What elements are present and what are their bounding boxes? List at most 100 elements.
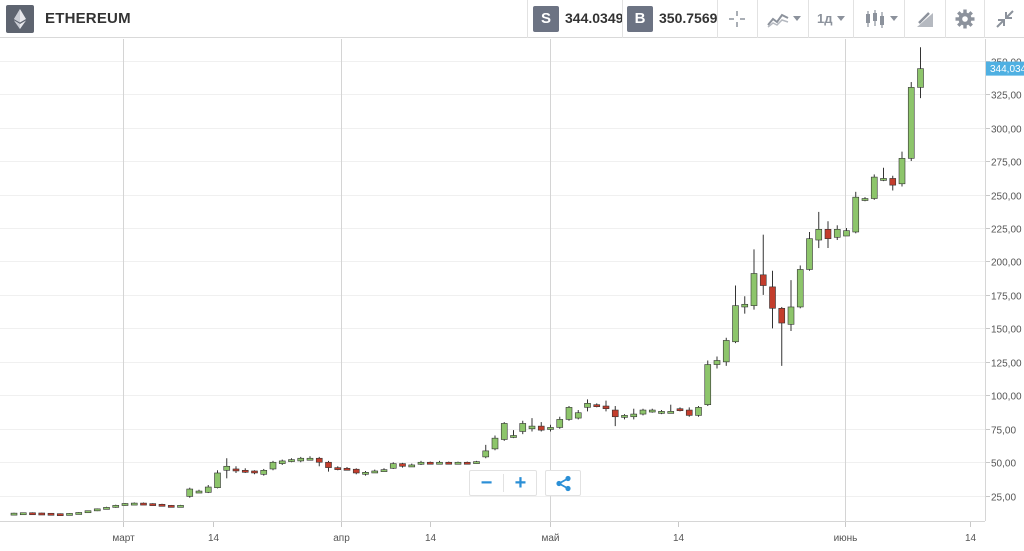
candle-body bbox=[713, 360, 721, 365]
candle-body bbox=[251, 470, 258, 474]
plot-area: 25,00 50,00 75,00 100,00 125,00 150,00 175,00 2… bbox=[0, 39, 1024, 544]
candle bbox=[121, 502, 129, 506]
candle bbox=[510, 430, 517, 439]
divider bbox=[945, 0, 946, 38]
chart-type-button[interactable] bbox=[758, 0, 808, 37]
divider bbox=[757, 0, 758, 38]
candle-body bbox=[371, 470, 379, 474]
candle-body bbox=[491, 437, 499, 450]
candles bbox=[10, 47, 924, 516]
candle-body bbox=[519, 423, 527, 432]
candle bbox=[103, 506, 110, 510]
candle-body bbox=[658, 411, 665, 414]
candle-body bbox=[454, 461, 462, 465]
candle-body bbox=[177, 505, 184, 508]
candle bbox=[648, 408, 656, 413]
candle-body bbox=[306, 457, 314, 461]
candle-body bbox=[639, 409, 647, 415]
buy-price: 350.7569 bbox=[659, 10, 718, 26]
candle bbox=[473, 460, 480, 464]
candle-body bbox=[269, 461, 277, 470]
chevron-down-icon bbox=[837, 16, 845, 21]
candle-body bbox=[417, 461, 425, 465]
candle bbox=[565, 406, 573, 421]
current-price-tag: 344,0349 bbox=[986, 61, 1024, 76]
candle-body bbox=[473, 461, 480, 464]
collapse-button[interactable] bbox=[985, 0, 1024, 37]
candle bbox=[732, 285, 739, 344]
chevron-down-icon bbox=[890, 16, 898, 21]
candle-body bbox=[815, 229, 823, 241]
candle-body bbox=[843, 230, 850, 237]
candle bbox=[824, 221, 832, 249]
candle bbox=[685, 407, 693, 417]
candle-body bbox=[241, 469, 249, 473]
candle bbox=[815, 211, 823, 249]
interval-dropdown[interactable]: 1д bbox=[809, 0, 853, 37]
candle-body bbox=[602, 405, 610, 410]
share-button[interactable] bbox=[545, 470, 581, 496]
x-tick-label: июнь bbox=[834, 533, 858, 544]
candle-body bbox=[750, 273, 758, 306]
candle-body bbox=[315, 457, 323, 463]
sell-quote[interactable]: S 344.0349 bbox=[533, 6, 623, 32]
candle bbox=[584, 399, 591, 412]
line-chart-type-icon bbox=[767, 13, 789, 28]
candle-body bbox=[232, 468, 240, 472]
settings-gear-icon bbox=[955, 9, 975, 29]
zoom-in-button[interactable]: + bbox=[514, 472, 527, 494]
candle-body bbox=[880, 178, 887, 181]
crosshair-button[interactable] bbox=[718, 0, 756, 37]
candle-body bbox=[186, 488, 194, 497]
candle-body bbox=[158, 503, 166, 507]
divider bbox=[622, 0, 623, 38]
candle bbox=[500, 422, 508, 441]
candle-body bbox=[380, 469, 388, 472]
candle-body bbox=[907, 87, 915, 159]
zoom-out-button[interactable]: − bbox=[480, 472, 493, 494]
candle-body bbox=[787, 306, 795, 325]
y-tick-label: 250,00 bbox=[991, 192, 1022, 203]
y-tick-label: 100,00 bbox=[991, 392, 1022, 403]
candle-body bbox=[769, 286, 776, 309]
y-tick-label: 50,00 bbox=[991, 459, 1016, 470]
candle bbox=[713, 356, 721, 369]
candle bbox=[10, 512, 18, 516]
candle-body bbox=[149, 503, 157, 506]
candle bbox=[676, 407, 684, 412]
candle-body bbox=[19, 512, 27, 516]
collapse-arrows-icon bbox=[996, 10, 1014, 28]
y-tick-label: 275,00 bbox=[991, 158, 1022, 169]
candle bbox=[362, 470, 369, 476]
candle-body bbox=[676, 408, 684, 412]
settings-button[interactable] bbox=[946, 0, 984, 37]
candle bbox=[19, 512, 27, 516]
y-tick-label: 300,00 bbox=[991, 125, 1022, 136]
buy-quote[interactable]: B 350.7569 bbox=[627, 6, 717, 32]
candle-body bbox=[704, 364, 712, 405]
candle-body bbox=[445, 461, 453, 465]
candle-body bbox=[510, 435, 517, 438]
y-tick-label: 125,00 bbox=[991, 359, 1022, 370]
candle bbox=[611, 406, 619, 427]
candle bbox=[852, 191, 860, 234]
candle-body bbox=[334, 467, 342, 470]
candle bbox=[380, 468, 388, 472]
x-tick-label: март bbox=[112, 533, 135, 544]
candle bbox=[47, 512, 55, 516]
candle bbox=[593, 403, 601, 408]
candle-body bbox=[648, 409, 656, 413]
candle-body bbox=[10, 512, 18, 516]
candle-body bbox=[352, 468, 360, 474]
candle-body bbox=[195, 490, 203, 494]
buy-badge: B bbox=[627, 6, 653, 32]
candle-body bbox=[482, 450, 490, 458]
candle-body bbox=[889, 178, 897, 186]
candle-body bbox=[103, 507, 110, 510]
drawing-tools-button[interactable] bbox=[905, 0, 945, 37]
x-tick-label: апр bbox=[333, 533, 350, 544]
horizontal-gridlines bbox=[0, 61, 990, 497]
candle-body bbox=[741, 303, 749, 308]
candle-style-button[interactable] bbox=[854, 0, 904, 37]
